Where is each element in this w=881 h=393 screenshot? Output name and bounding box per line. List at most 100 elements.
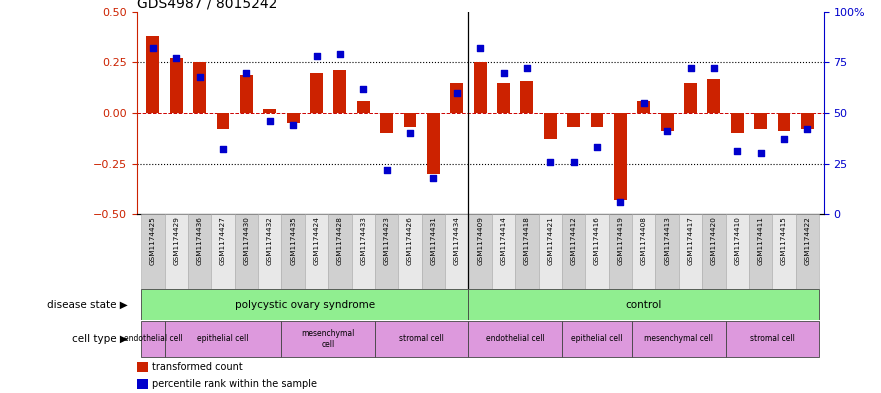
Bar	[398, 214, 422, 289]
Text: GSM1174420: GSM1174420	[711, 217, 717, 265]
Text: mesenchymal cell: mesenchymal cell	[644, 334, 714, 343]
Point	[497, 69, 511, 75]
Point	[753, 150, 767, 156]
Bar	[234, 214, 258, 289]
Bar	[258, 214, 281, 289]
Point	[403, 130, 417, 136]
Text: GSM1174431: GSM1174431	[431, 217, 436, 265]
Bar	[707, 79, 721, 113]
Bar	[754, 113, 767, 129]
Bar	[141, 290, 469, 320]
Bar	[773, 214, 796, 289]
Point	[263, 118, 277, 124]
Bar	[427, 113, 440, 174]
Bar	[661, 113, 674, 131]
Text: GSM1174421: GSM1174421	[547, 217, 553, 265]
Point	[146, 45, 160, 51]
Point	[449, 90, 463, 96]
Point	[309, 53, 323, 59]
Point	[426, 174, 440, 181]
Point	[566, 158, 581, 165]
Bar	[515, 214, 538, 289]
Text: GSM1174410: GSM1174410	[734, 217, 740, 265]
Bar	[188, 214, 211, 289]
Text: GSM1174414: GSM1174414	[500, 217, 507, 265]
Text: GSM1174432: GSM1174432	[267, 217, 273, 265]
Point	[637, 100, 651, 106]
Bar	[217, 113, 229, 129]
Bar	[352, 214, 375, 289]
Text: epithelial cell: epithelial cell	[571, 334, 623, 343]
Text: GSM1174435: GSM1174435	[290, 217, 296, 265]
Text: GDS4987 / 8015242: GDS4987 / 8015242	[137, 0, 277, 11]
Bar	[141, 321, 165, 357]
Point	[684, 65, 698, 72]
Point	[777, 136, 791, 142]
Text: GSM1174430: GSM1174430	[243, 217, 249, 265]
Bar	[146, 36, 159, 113]
Text: GSM1174424: GSM1174424	[314, 217, 320, 265]
Bar	[684, 83, 697, 113]
Bar	[614, 113, 626, 200]
Bar	[679, 214, 702, 289]
Text: disease state ▶: disease state ▶	[47, 299, 128, 310]
Bar	[521, 81, 533, 113]
Bar	[281, 321, 375, 357]
Point	[216, 146, 230, 152]
Bar	[305, 214, 329, 289]
Point	[590, 144, 604, 151]
Point	[193, 73, 207, 80]
Text: transformed count: transformed count	[152, 362, 242, 372]
Bar	[170, 58, 182, 113]
Text: GSM1174423: GSM1174423	[383, 217, 389, 265]
Bar	[286, 113, 300, 123]
Bar	[801, 113, 814, 129]
Text: GSM1174427: GSM1174427	[220, 217, 226, 265]
Bar	[263, 109, 277, 113]
Bar	[796, 214, 819, 289]
Point	[333, 51, 347, 57]
Bar	[445, 214, 469, 289]
Text: GSM1174419: GSM1174419	[618, 217, 624, 265]
Text: GSM1174409: GSM1174409	[478, 217, 483, 265]
Bar	[567, 113, 580, 127]
Bar	[375, 214, 398, 289]
Point	[169, 55, 183, 61]
Text: GSM1174417: GSM1174417	[687, 217, 693, 265]
Text: GSM1174434: GSM1174434	[454, 217, 460, 265]
Bar	[469, 214, 492, 289]
Text: GSM1174408: GSM1174408	[640, 217, 647, 265]
Bar	[329, 214, 352, 289]
Bar	[310, 72, 323, 113]
Text: GSM1174415: GSM1174415	[781, 217, 787, 265]
Bar	[403, 113, 417, 127]
Text: stromal cell: stromal cell	[750, 334, 795, 343]
Bar	[538, 214, 562, 289]
Point	[707, 65, 721, 72]
Bar	[655, 214, 679, 289]
Bar	[141, 214, 165, 289]
Bar	[211, 214, 234, 289]
Text: GSM1174425: GSM1174425	[150, 217, 156, 265]
Point	[473, 45, 487, 51]
Point	[380, 167, 394, 173]
Bar	[165, 214, 188, 289]
Bar	[240, 75, 253, 113]
Point	[730, 148, 744, 154]
Bar	[193, 62, 206, 113]
Text: endothelial cell: endothelial cell	[485, 334, 544, 343]
Bar	[562, 321, 632, 357]
Text: GSM1174436: GSM1174436	[196, 217, 203, 265]
Bar	[544, 113, 557, 139]
Text: stromal cell: stromal cell	[399, 334, 444, 343]
Bar	[469, 290, 819, 320]
Bar	[474, 62, 486, 113]
Point	[613, 199, 627, 205]
Bar	[165, 321, 281, 357]
Text: GSM1174426: GSM1174426	[407, 217, 413, 265]
Bar	[632, 321, 726, 357]
Bar	[334, 70, 346, 113]
Text: GSM1174433: GSM1174433	[360, 217, 366, 265]
Text: cell type ▶: cell type ▶	[72, 334, 128, 344]
Text: polycystic ovary syndrome: polycystic ovary syndrome	[234, 299, 375, 310]
